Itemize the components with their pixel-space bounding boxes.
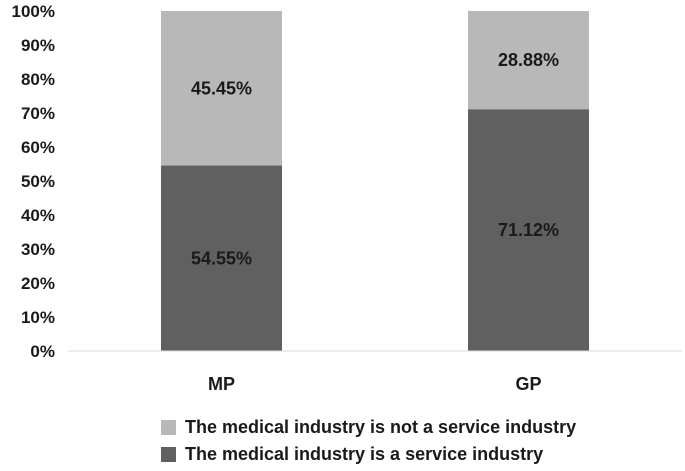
data-label-gp-service: 71.12% xyxy=(498,220,559,240)
y-tick-label: 50% xyxy=(21,172,55,191)
legend: The medical industry is not a service in… xyxy=(161,414,576,468)
y-tick-label: 20% xyxy=(21,274,55,293)
legend-label-not-service: The medical industry is not a service in… xyxy=(185,417,577,437)
y-tick-label: 10% xyxy=(21,308,55,327)
y-tick-label: 40% xyxy=(21,206,55,225)
data-labels: 54.55% 45.45% 71.12% 28.88% xyxy=(191,50,559,268)
data-label-mp-not-service: 45.45% xyxy=(191,78,252,98)
y-tick-label: 0% xyxy=(30,342,55,361)
y-tick-label: 70% xyxy=(21,104,55,123)
bar-segment-mp-not-service xyxy=(161,11,282,166)
y-tick-label: 100% xyxy=(12,2,55,21)
legend-item-not-service: The medical industry is not a service in… xyxy=(161,414,576,441)
bar-segment-mp-service xyxy=(161,165,282,351)
bar-segment-gp-service xyxy=(468,109,589,351)
bar-segment-gp-not-service xyxy=(468,11,589,110)
data-label-gp-not-service: 28.88% xyxy=(498,50,559,70)
y-tick-label: 60% xyxy=(21,138,55,157)
y-tick-label: 80% xyxy=(21,70,55,89)
y-axis: 0% 10% 20% 30% 40% 50% 60% 70% 80% 90% 100% xyxy=(12,2,55,361)
y-tick-label: 30% xyxy=(21,240,55,259)
legend-label-service: The medical industry is a service indust… xyxy=(185,444,544,464)
legend-item-service: The medical industry is a service indust… xyxy=(161,441,576,468)
x-axis: MP GP xyxy=(208,374,542,394)
stacked-bar-chart: 0% 10% 20% 30% 40% 50% 60% 70% 80% 90% 100% MP GP 5… xyxy=(12,2,682,394)
legend-swatch-service xyxy=(161,447,176,462)
data-label-mp-service: 54.55% xyxy=(191,248,252,268)
bars xyxy=(161,11,589,351)
x-category-label: MP xyxy=(208,374,235,394)
y-tick-label: 90% xyxy=(21,36,55,55)
x-category-label: GP xyxy=(515,374,541,394)
legend-swatch-not-service xyxy=(161,420,176,435)
